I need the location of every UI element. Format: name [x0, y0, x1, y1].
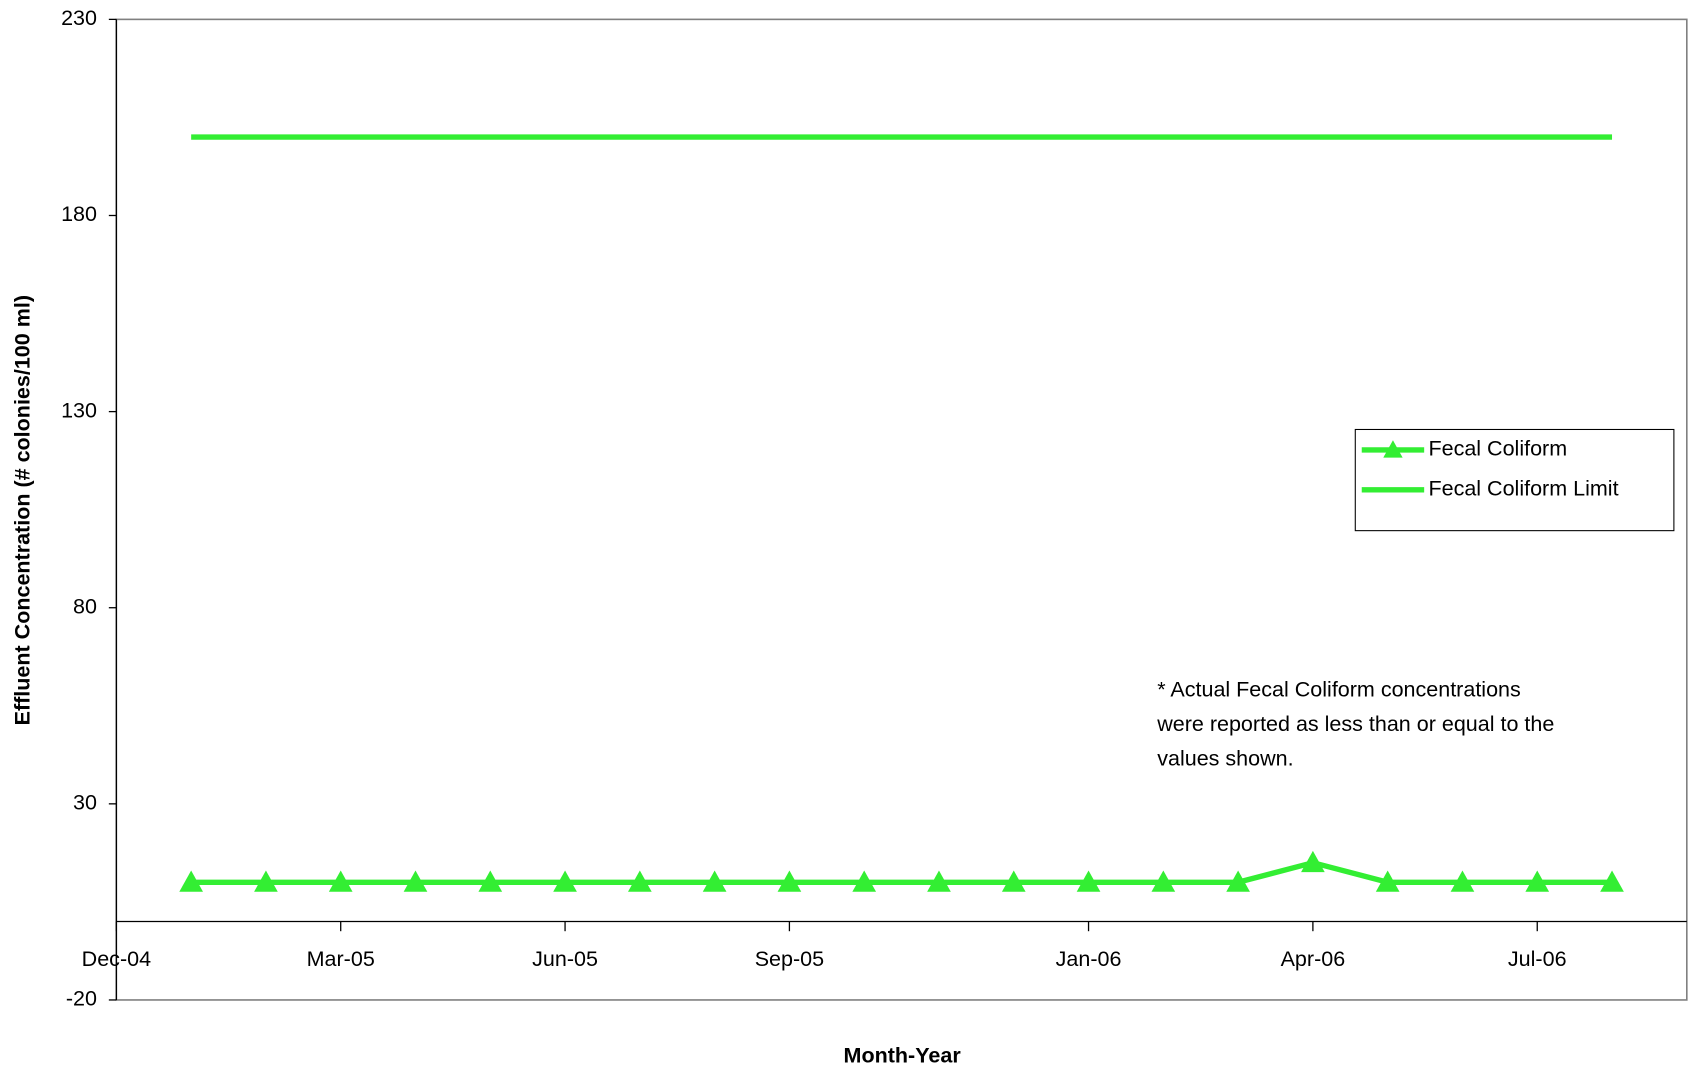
y-tick-label: 180: [61, 202, 97, 226]
legend-label: Fecal Coliform Limit: [1428, 476, 1618, 500]
y-tick-label: -20: [66, 987, 97, 1011]
marker: [1600, 870, 1624, 892]
marker: [254, 870, 278, 892]
marker: [1226, 870, 1250, 892]
y-tick-label: 130: [61, 398, 97, 422]
marker: [1525, 870, 1550, 892]
y-axis-title: Effluent Concentration (# colonies/100 m…: [10, 295, 34, 725]
marker: [553, 870, 577, 892]
marker: [179, 870, 203, 892]
series-line: [191, 859, 1613, 885]
marker: [852, 870, 877, 892]
marker: [702, 870, 727, 892]
annotation: * Actual Fecal Coliform concentrations: [1157, 678, 1521, 702]
marker: [328, 870, 353, 892]
x-tick-label: Dec-04: [82, 947, 151, 971]
marker: [403, 870, 428, 892]
x-tick-label: Sep-05: [755, 947, 824, 971]
legend-marker: [1383, 440, 1403, 458]
marker: [777, 870, 802, 892]
legend-label: Fecal Coliform: [1428, 437, 1567, 461]
annotation: were reported as less than or equal to t…: [1156, 712, 1554, 736]
x-tick-label: Jan-06: [1056, 947, 1122, 971]
x-tick-label: Jul-06: [1508, 947, 1567, 971]
x-axis-title: Month-Year: [844, 1044, 962, 1068]
x-tick-label: Jun-05: [532, 947, 598, 971]
marker: [1001, 870, 1026, 892]
marker: [1076, 870, 1101, 892]
marker: [927, 870, 951, 892]
annotation: values shown.: [1157, 747, 1293, 771]
marker: [1375, 870, 1400, 892]
marker: [628, 870, 652, 892]
y-tick-label: 80: [73, 594, 97, 618]
marker: [1450, 870, 1475, 892]
marker: [1301, 850, 1325, 873]
y-tick-label: 30: [73, 791, 97, 815]
x-tick-label: Apr-06: [1281, 947, 1346, 971]
legend-box: [1354, 428, 1675, 532]
marker: [1151, 870, 1176, 892]
y-tick-label: 230: [61, 6, 97, 30]
marker: [478, 870, 503, 892]
x-tick-label: Mar-05: [307, 947, 375, 971]
